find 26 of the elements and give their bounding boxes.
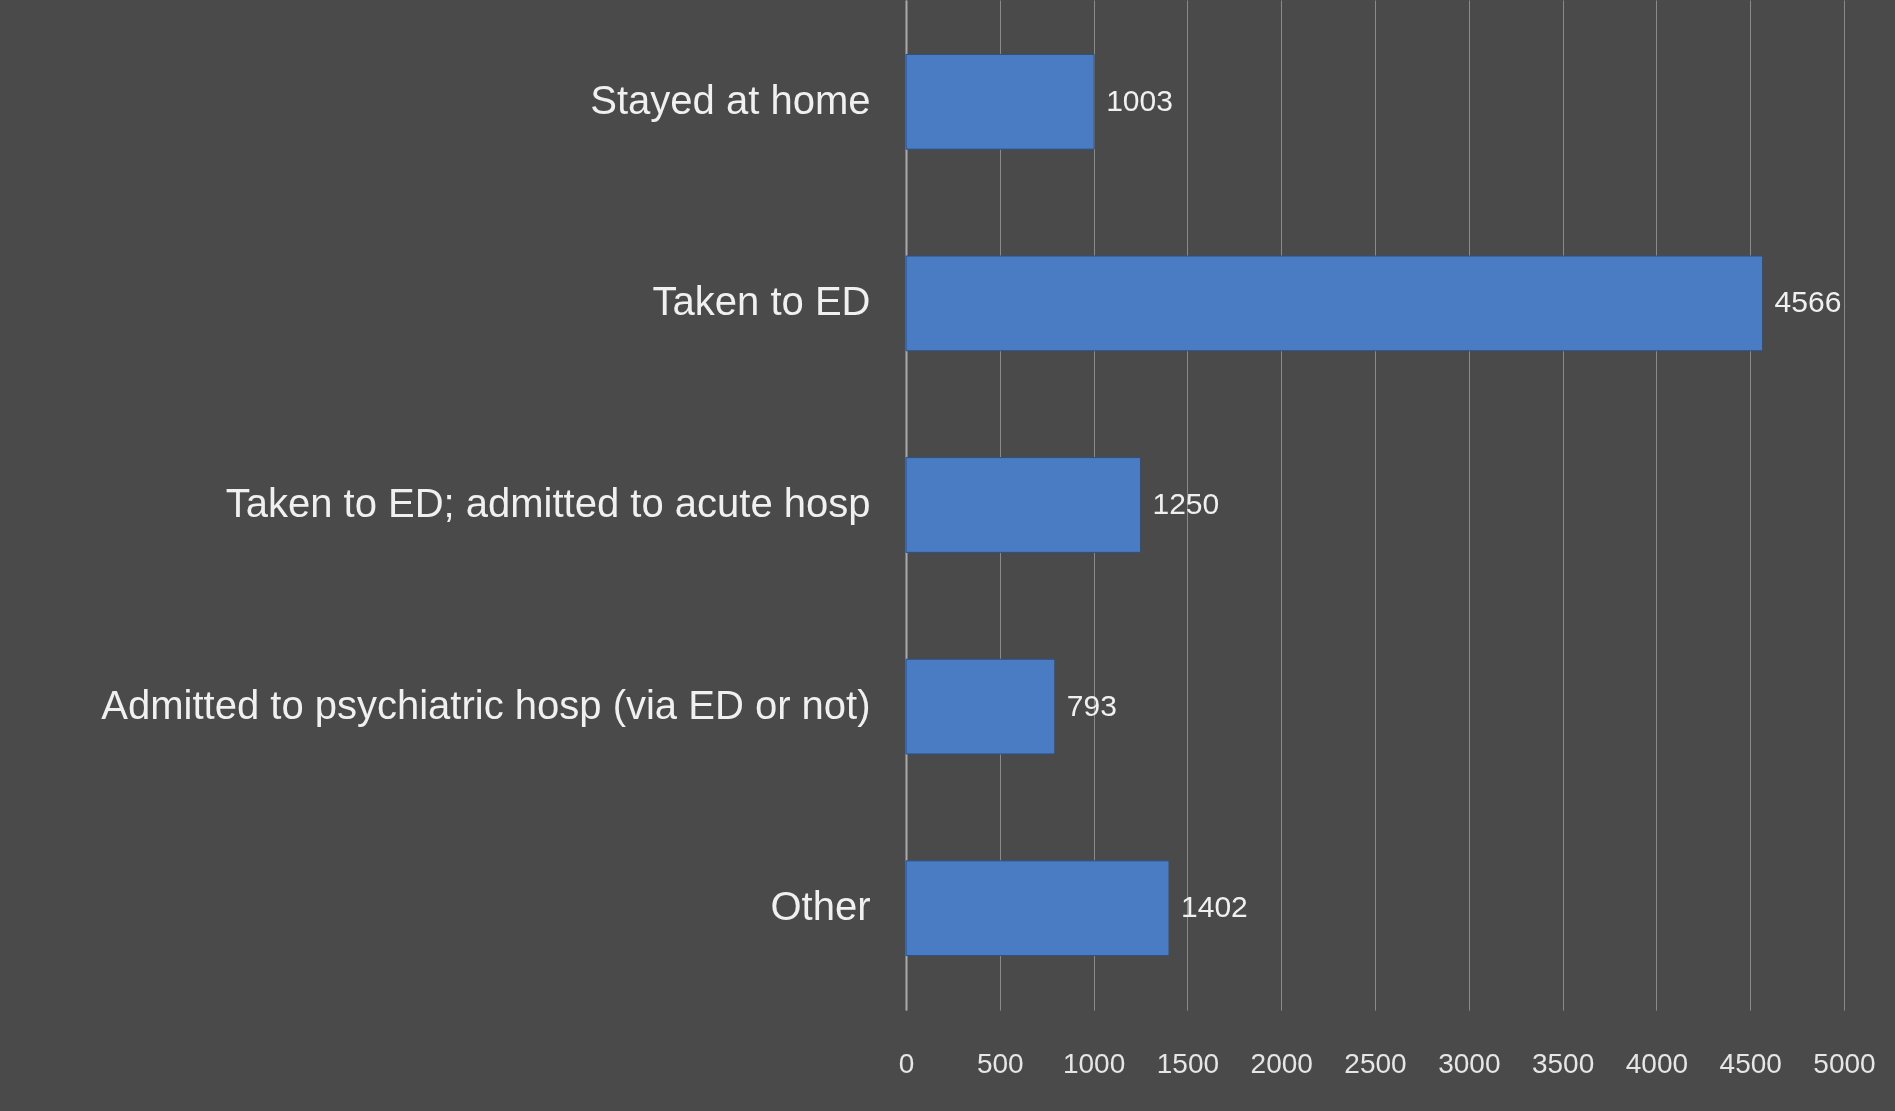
data-label: 1250	[1152, 487, 1220, 520]
data-label: 793	[1066, 688, 1117, 722]
bar	[905, 658, 1056, 755]
bar	[905, 860, 1170, 957]
y-tick-label: Other	[770, 884, 871, 929]
x-tick-label: 4500	[1719, 1047, 1782, 1079]
x-tick-label: 2500	[1344, 1047, 1407, 1079]
y-tick-label: Taken to ED	[652, 279, 871, 324]
x-tick-label: 4000	[1625, 1047, 1689, 1079]
data-label: 4566	[1774, 285, 1842, 319]
x-tick-label: 500	[976, 1047, 1024, 1079]
x-tick-label: 2000	[1250, 1047, 1313, 1079]
y-tick-label: Taken to ED; admitted to acute hosp	[225, 481, 871, 525]
x-tick-label: 3000	[1438, 1047, 1501, 1079]
bar	[905, 457, 1141, 553]
x-tick-label: 5000	[1813, 1047, 1876, 1079]
y-tick-label: Stayed at home	[590, 77, 871, 122]
x-tick-label: 1500	[1156, 1047, 1220, 1079]
x-tick-label: 3500	[1531, 1047, 1595, 1079]
data-label: 1402	[1181, 890, 1248, 924]
data-label: 1003	[1106, 83, 1173, 117]
y-tick-label: Admitted to psychiatric hosp (via ED or not)	[101, 682, 871, 727]
x-tick-label: 1000	[1062, 1047, 1126, 1079]
bar	[905, 53, 1095, 150]
x-tick-label: 0	[898, 1047, 915, 1079]
bar	[905, 255, 1764, 352]
